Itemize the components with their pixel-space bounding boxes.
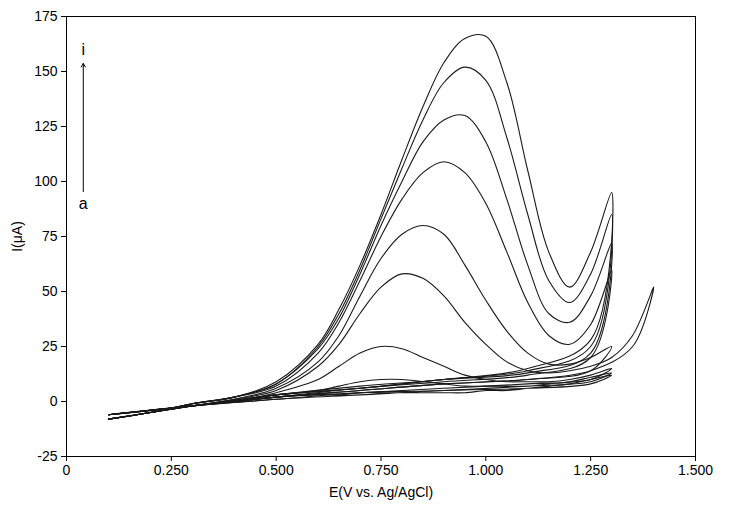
- svg-text:i: i: [81, 41, 85, 58]
- svg-text:100: 100: [34, 173, 58, 189]
- svg-text:I(μA): I(μA): [9, 221, 25, 252]
- svg-text:0.750: 0.750: [363, 462, 398, 478]
- svg-text:0.500: 0.500: [259, 462, 294, 478]
- svg-text:0: 0: [63, 462, 71, 478]
- svg-text:1.500: 1.500: [678, 462, 713, 478]
- svg-text:-25: -25: [37, 448, 57, 464]
- svg-text:1.250: 1.250: [573, 462, 608, 478]
- svg-text:175: 175: [34, 8, 58, 24]
- svg-text:0.250: 0.250: [154, 462, 189, 478]
- svg-text:150: 150: [34, 63, 58, 79]
- svg-text:125: 125: [34, 118, 58, 134]
- svg-text:a: a: [79, 195, 88, 212]
- svg-text:25: 25: [42, 338, 58, 354]
- svg-text:75: 75: [42, 228, 58, 244]
- svg-text:0: 0: [50, 393, 58, 409]
- svg-text:E(V vs. Ag/AgCl): E(V vs. Ag/AgCl): [329, 484, 433, 500]
- svg-text:1.000: 1.000: [468, 462, 503, 478]
- svg-text:50: 50: [42, 283, 58, 299]
